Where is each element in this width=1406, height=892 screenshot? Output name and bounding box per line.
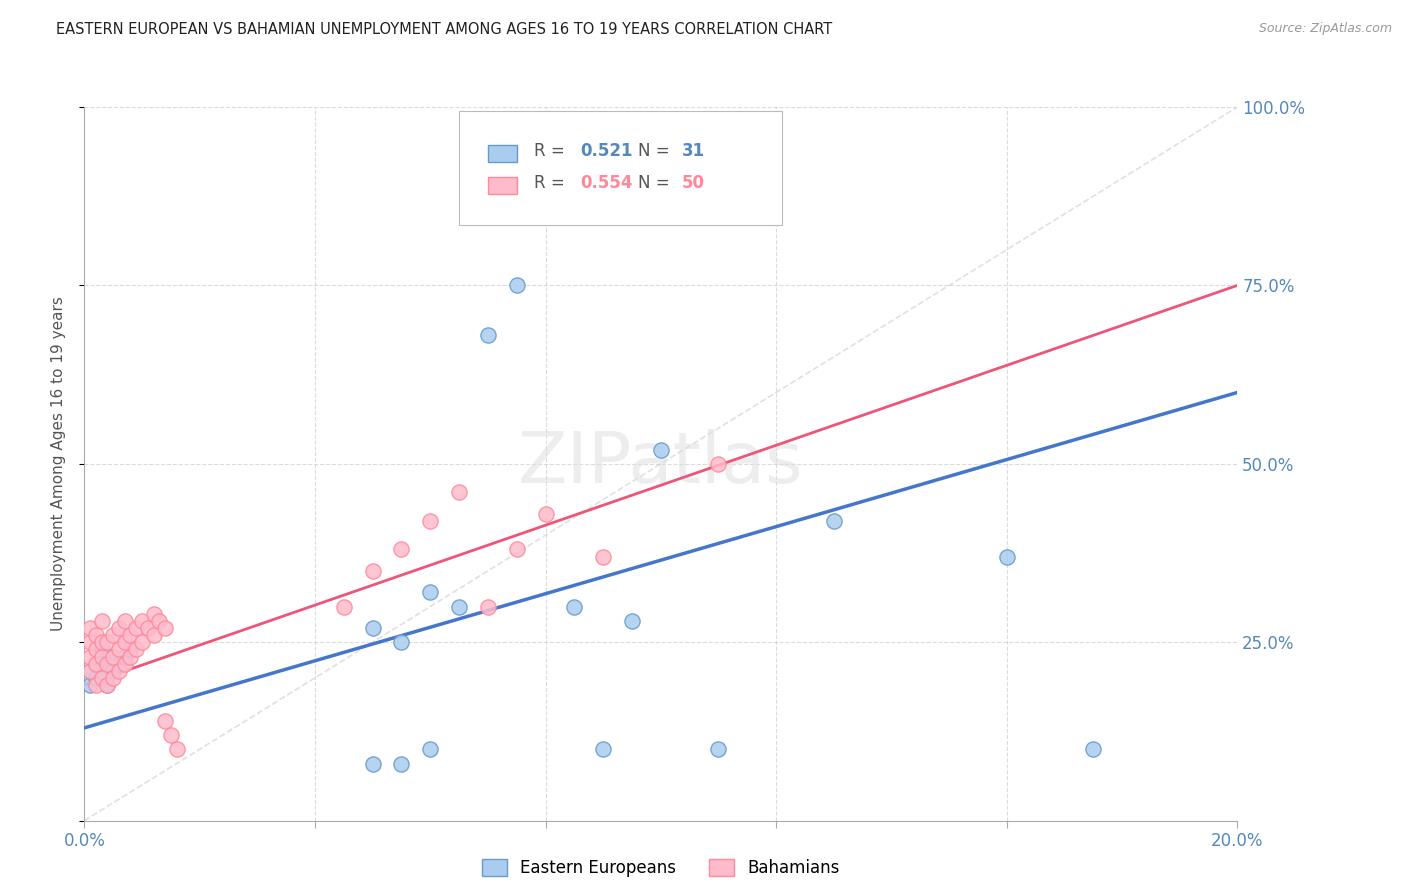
Point — [142, 628, 165, 642]
Point — [120, 649, 142, 664]
FancyBboxPatch shape — [488, 177, 517, 194]
Point — [153, 621, 176, 635]
Point — [96, 678, 118, 692]
Point — [650, 207, 672, 221]
Point — [477, 599, 499, 614]
Point — [148, 614, 170, 628]
Point — [114, 635, 136, 649]
Point — [79, 649, 101, 664]
Point — [103, 671, 125, 685]
Point — [477, 328, 499, 343]
Point — [823, 514, 845, 528]
Point — [447, 485, 470, 500]
Point — [391, 635, 413, 649]
Point — [361, 756, 384, 771]
Point — [84, 642, 107, 657]
Point — [96, 657, 118, 671]
Text: R =: R = — [534, 143, 569, 161]
Point — [707, 742, 730, 756]
Point — [103, 664, 125, 678]
Point — [650, 442, 672, 457]
Point — [90, 635, 112, 649]
Text: ZIPatlas: ZIPatlas — [517, 429, 804, 499]
Y-axis label: Unemployment Among Ages 16 to 19 years: Unemployment Among Ages 16 to 19 years — [51, 296, 66, 632]
Point — [108, 657, 131, 671]
Point — [160, 728, 183, 742]
Point — [621, 614, 644, 628]
Point — [79, 621, 101, 635]
Point — [90, 657, 112, 671]
Point — [84, 628, 107, 642]
Text: EASTERN EUROPEAN VS BAHAMIAN UNEMPLOYMENT AMONG AGES 16 TO 19 YEARS CORRELATION : EASTERN EUROPEAN VS BAHAMIAN UNEMPLOYMEN… — [56, 22, 832, 37]
Text: N =: N = — [638, 175, 675, 193]
Point — [592, 549, 614, 564]
Point — [1083, 742, 1105, 756]
Point — [90, 671, 112, 685]
Point — [506, 542, 529, 557]
Point — [96, 657, 118, 671]
Point — [391, 542, 413, 557]
Point — [108, 664, 131, 678]
Point — [136, 621, 159, 635]
Text: N =: N = — [638, 143, 675, 161]
Point — [114, 657, 136, 671]
Point — [131, 614, 153, 628]
Point — [96, 678, 118, 692]
Point — [79, 664, 101, 678]
Point — [419, 742, 441, 756]
Point — [125, 621, 148, 635]
Text: 0.521: 0.521 — [581, 143, 633, 161]
Point — [90, 671, 112, 685]
Point — [332, 599, 354, 614]
Point — [90, 649, 112, 664]
Point — [707, 457, 730, 471]
Point — [114, 649, 136, 664]
Point — [84, 657, 107, 671]
Point — [114, 614, 136, 628]
Point — [103, 649, 125, 664]
Point — [153, 714, 176, 728]
Point — [361, 564, 384, 578]
Point — [103, 628, 125, 642]
Point — [108, 642, 131, 657]
Point — [84, 678, 107, 692]
Point — [79, 635, 101, 649]
Legend: Eastern Europeans, Bahamians: Eastern Europeans, Bahamians — [475, 852, 846, 884]
Point — [592, 742, 614, 756]
FancyBboxPatch shape — [488, 145, 517, 162]
Point — [419, 585, 441, 599]
Text: R =: R = — [534, 175, 569, 193]
Point — [419, 514, 441, 528]
Point — [564, 599, 586, 614]
Point — [534, 507, 557, 521]
Point — [79, 678, 101, 692]
Point — [995, 549, 1018, 564]
Point — [90, 642, 112, 657]
Point — [103, 649, 125, 664]
Point — [166, 742, 188, 756]
Point — [90, 614, 112, 628]
Text: 31: 31 — [682, 143, 704, 161]
Point — [108, 621, 131, 635]
FancyBboxPatch shape — [458, 111, 782, 225]
Point — [120, 642, 142, 657]
Point — [131, 635, 153, 649]
Point — [96, 635, 118, 649]
Text: 0.554: 0.554 — [581, 175, 633, 193]
Point — [142, 607, 165, 621]
Point — [506, 278, 529, 293]
Point — [120, 628, 142, 642]
Point — [84, 657, 107, 671]
Text: 50: 50 — [682, 175, 704, 193]
Point — [391, 756, 413, 771]
Point — [125, 642, 148, 657]
Point — [84, 671, 107, 685]
Text: Source: ZipAtlas.com: Source: ZipAtlas.com — [1258, 22, 1392, 36]
Point — [447, 599, 470, 614]
Point — [361, 621, 384, 635]
Point — [79, 664, 101, 678]
